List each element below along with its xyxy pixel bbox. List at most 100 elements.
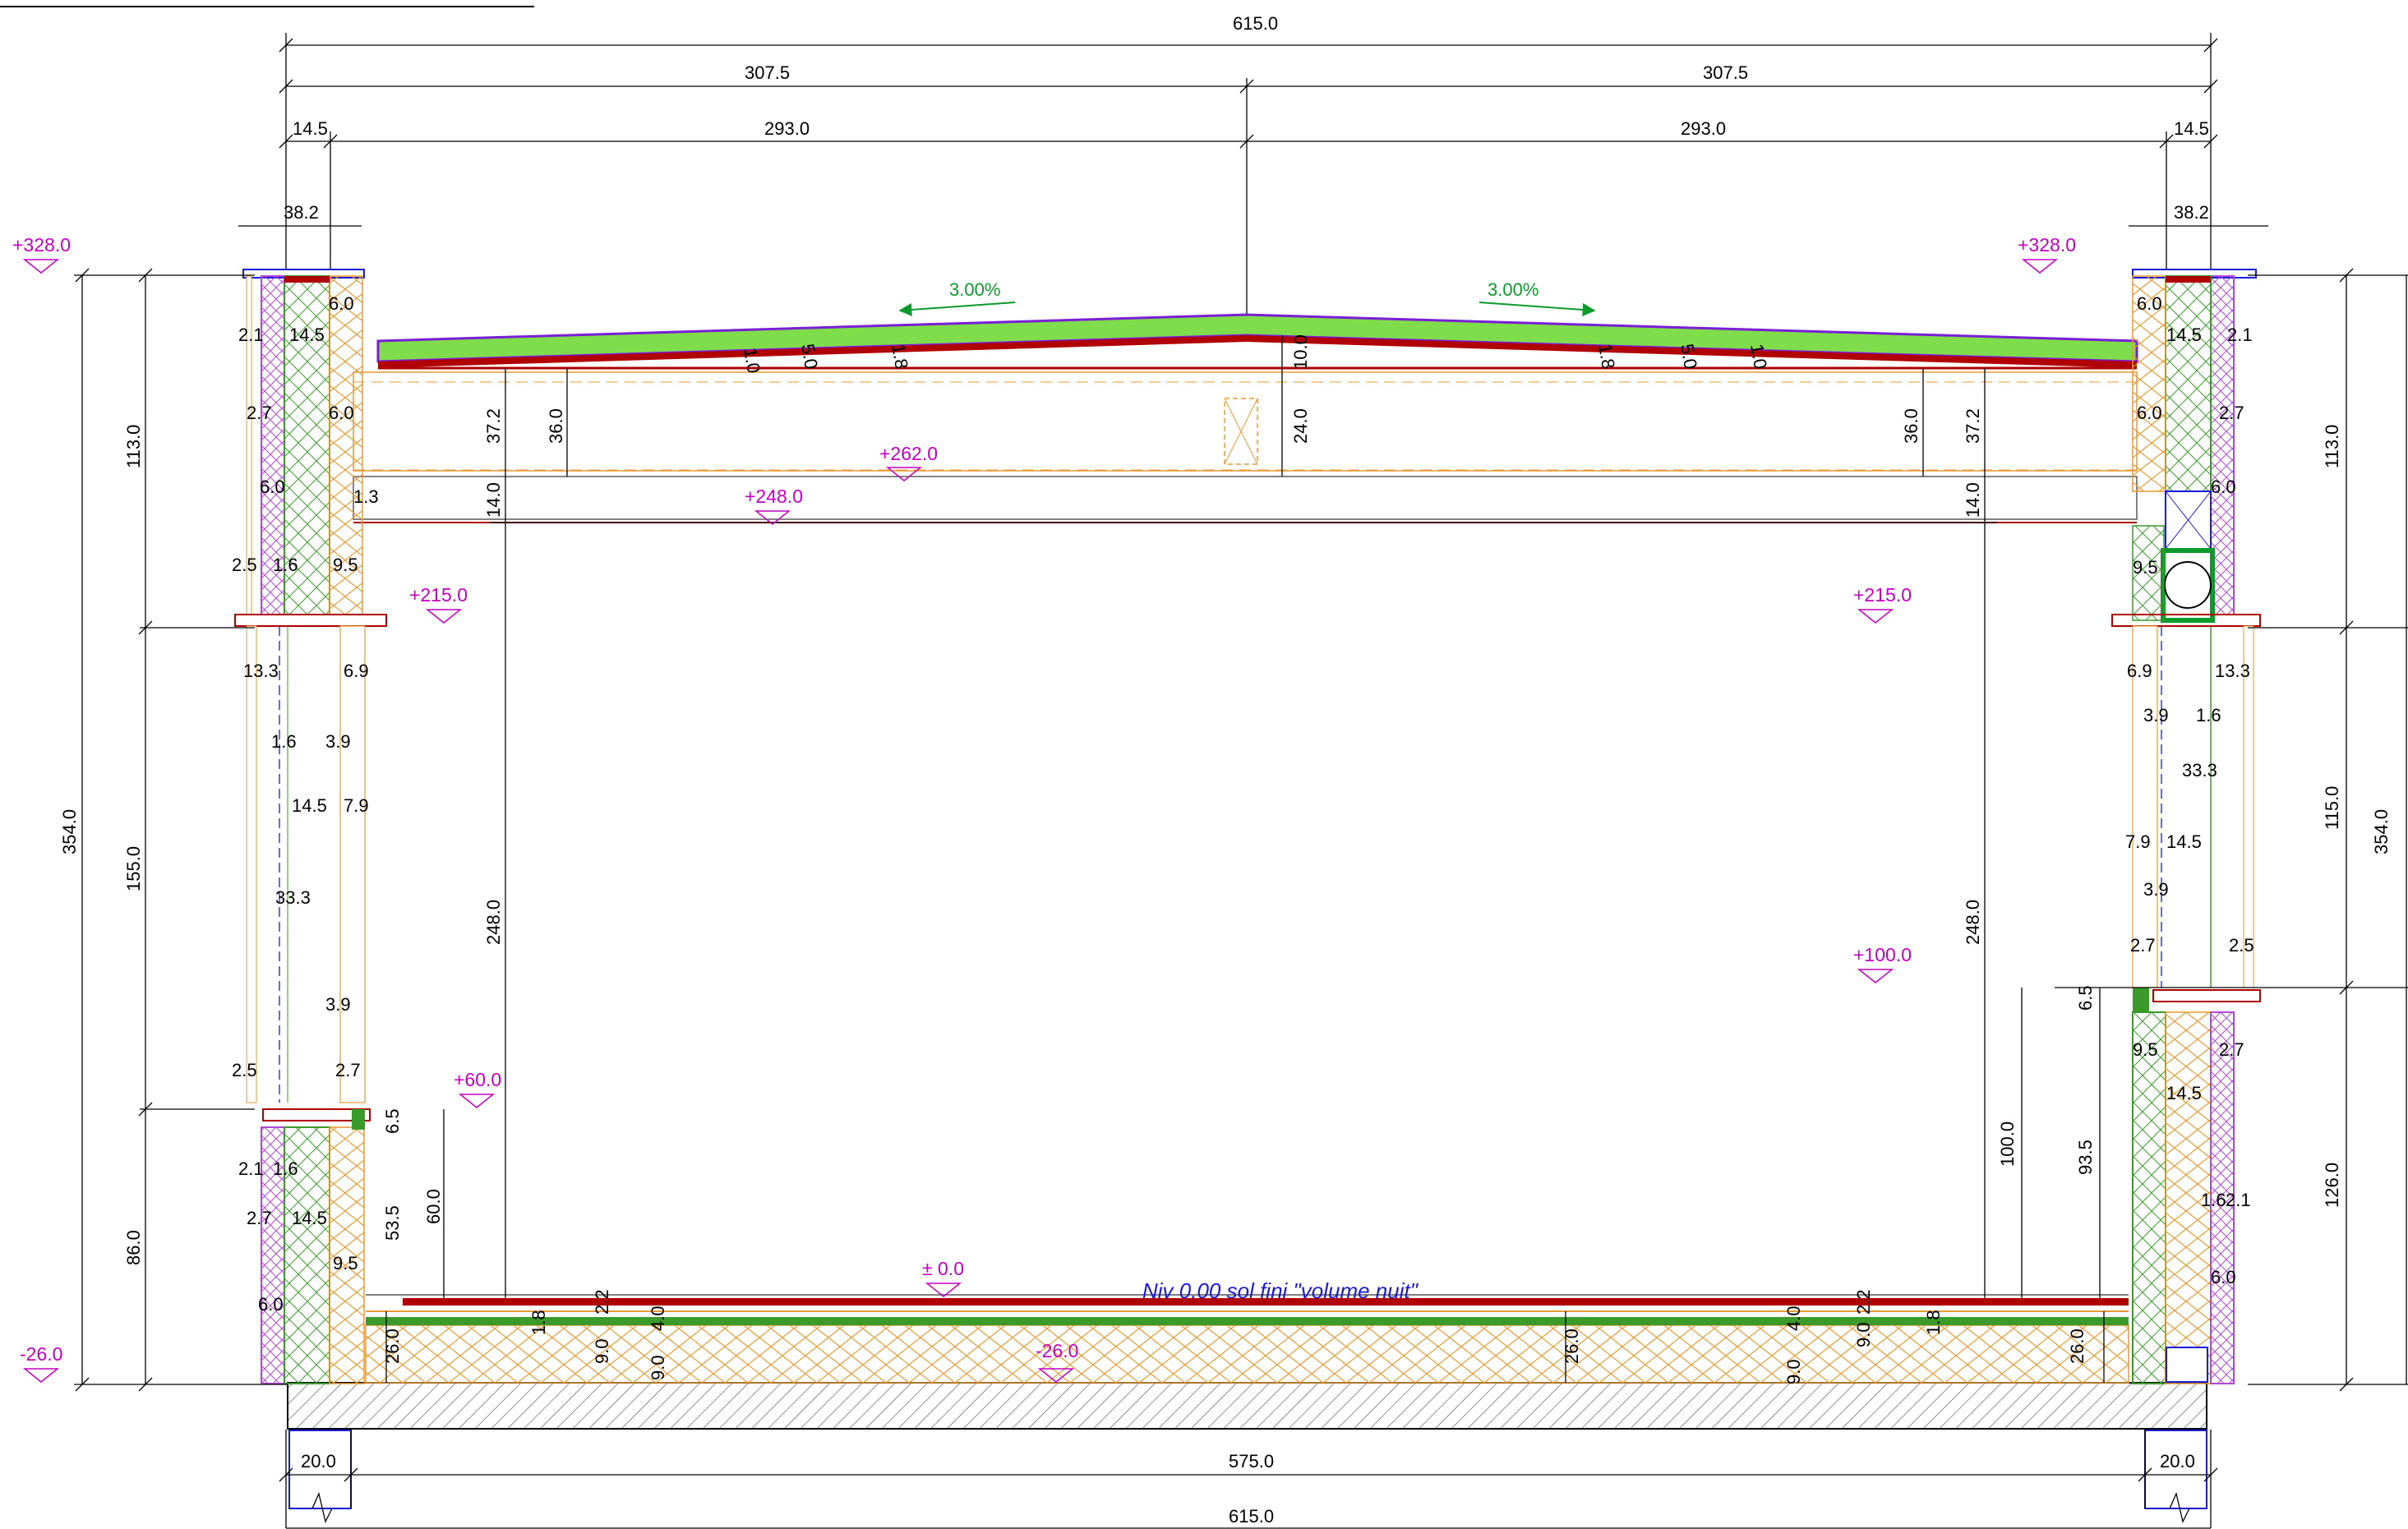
dim-layer: 14.5 <box>289 325 325 345</box>
floor-level-note: Niv 0.00 sol fini "volume nuit" <box>1142 1278 1419 1303</box>
dim-right-total-height: 354.0 <box>2371 809 2392 854</box>
dim-room-height-right: 248.0 <box>1963 900 1983 945</box>
roof-slope-left: 3.00% <box>949 279 1000 300</box>
dim-top-right-edge: 14.5 <box>2174 118 2209 139</box>
dim-layer: 2.7 <box>2219 403 2244 423</box>
dim-roof-beam-right: 37.2 <box>1963 408 1983 444</box>
dim-layer: 9.5 <box>2133 557 2158 578</box>
dim-layer: 14.5 <box>292 795 327 816</box>
dim-layer: 9.0 <box>1853 1322 1874 1347</box>
dim-bottom-total: 615.0 <box>1229 1506 1274 1527</box>
left-vertical-dims <box>74 268 288 1392</box>
foundation-slab <box>287 1382 2207 1509</box>
dim-bottom-inner: 575.0 <box>1229 1451 1274 1471</box>
dim-right-upper: 113.0 <box>2322 425 2342 468</box>
dim-layer: 9.0 <box>648 1355 668 1380</box>
level-roof-mid: +262.0 <box>879 443 938 464</box>
dim-layer: 9.0 <box>1783 1359 1804 1384</box>
roof-slope-right: 3.00% <box>1488 279 1538 300</box>
dim-layer: 1.0 <box>740 347 764 375</box>
dim-layer: 13.3 <box>243 661 279 681</box>
dim-layer: 2.2 <box>592 1289 612 1315</box>
dim-right-lower: 126.0 <box>2322 1163 2342 1208</box>
dim-layer: 2.7 <box>335 1060 361 1080</box>
dim-layer: 1.6 <box>273 1158 298 1179</box>
interior-dims <box>385 335 2105 1383</box>
dim-layer: 1.8 <box>528 1310 549 1335</box>
dim-layer: 13.3 <box>2215 661 2250 681</box>
dim-layer: 7.9 <box>344 795 369 816</box>
dim-layer: 6.9 <box>344 661 369 681</box>
right-wall <box>2111 269 2261 1384</box>
dim-sill-right-2: 93.5 <box>2075 1140 2096 1175</box>
dim-layer: 6.0 <box>2211 477 2236 497</box>
dim-layer: 1.8 <box>1923 1310 1944 1335</box>
dim-layer: 2.7 <box>2130 935 2156 956</box>
dim-right-middle: 115.0 <box>2322 786 2342 830</box>
dim-top-inner-left: 293.0 <box>764 118 810 139</box>
dim-layer: 6.0 <box>329 293 354 314</box>
dim-layer: 6.0 <box>2137 293 2162 314</box>
dim-layer: 2.7 <box>2219 1039 2244 1060</box>
dim-sill-left-2: 60.0 <box>423 1189 444 1224</box>
top-dimension-chains <box>279 33 2218 320</box>
dim-acrotere-right: 38.2 <box>2174 202 2209 223</box>
dim-sill-right-3: 6.5 <box>2075 985 2096 1011</box>
left-wall <box>234 269 387 1384</box>
dim-top-left-edge: 14.5 <box>293 118 328 139</box>
level-markers <box>22 259 2059 1383</box>
dim-sill-left-3: 6.5 <box>382 1108 403 1134</box>
dim-layer: 6.9 <box>2127 661 2152 681</box>
dim-acrotere-left: 38.2 <box>284 202 319 223</box>
dim-layer: 2.1 <box>238 325 264 345</box>
dim-layer: 2.5 <box>232 555 257 575</box>
dim-room-height-left: 248.0 <box>483 900 504 945</box>
dim-slab-right: 26.0 <box>2067 1329 2087 1364</box>
dim-bottom-right-footing: 20.0 <box>2160 1451 2195 1471</box>
dim-ceiling-right: 14.0 <box>1963 482 1983 518</box>
level-top-left: +328.0 <box>12 234 71 256</box>
roof-assembly <box>353 313 2138 523</box>
level-sill-left: +60.0 <box>454 1069 501 1090</box>
dim-layer: 2.1 <box>238 1158 264 1179</box>
level-ground-left: -26.0 <box>20 1343 62 1365</box>
dim-layer: 14.5 <box>292 1208 327 1228</box>
dim-layer: 6.0 <box>2211 1267 2236 1287</box>
dim-layer: 1.3 <box>353 486 379 507</box>
dim-sill-left-1: 53.5 <box>382 1205 403 1241</box>
dim-layer: 9.0 <box>592 1338 612 1364</box>
level-lintel-right: +215.0 <box>1853 584 1912 606</box>
dim-layer: 4.0 <box>1783 1306 1804 1331</box>
dim-layer: 3.9 <box>325 994 351 1015</box>
dim-layer: 2.7 <box>247 1208 272 1228</box>
dim-ceiling: 14.0 <box>483 482 504 518</box>
dim-layer: 9.5 <box>2133 1039 2158 1060</box>
dim-layer: 1.0 <box>1746 343 1771 371</box>
dim-ridge-slab: 10.0 <box>1290 334 1311 370</box>
dim-top-half-left: 307.5 <box>745 62 790 83</box>
dim-layer: 4.0 <box>648 1306 668 1331</box>
dim-slab: 26.0 <box>382 1329 403 1364</box>
dim-left-lower: 86.0 <box>123 1230 144 1265</box>
right-vertical-dims <box>2055 268 2408 1392</box>
dim-layer: 3.9 <box>2143 879 2169 900</box>
bottom-dimension-chains <box>279 1430 2218 1529</box>
dim-layer: 2.1 <box>2227 325 2253 345</box>
dim-roof-beam: 37.2 <box>483 408 504 444</box>
dim-layer: 9.5 <box>333 1253 358 1273</box>
dim-bottom-left-footing: 20.0 <box>301 1451 336 1471</box>
dim-top-inner-right: 293.0 <box>1681 118 1726 139</box>
dim-layer: 14.5 <box>2166 325 2202 345</box>
dim-layer: 6.0 <box>260 477 285 497</box>
level-top-right: +328.0 <box>2018 234 2076 256</box>
floor-buildup <box>365 1294 2129 1384</box>
level-lintel-left: +215.0 <box>409 584 468 606</box>
dim-layer: 14.5 <box>2166 831 2202 852</box>
dim-layer: 1.6 <box>271 731 297 752</box>
dim-layer: 1.8 <box>1594 343 1619 371</box>
dim-slab-mid: 26.0 <box>1562 1329 1582 1364</box>
dim-left-upper: 113.0 <box>123 425 144 468</box>
dim-layer: 3.9 <box>325 731 351 752</box>
dim-layer: 9.5 <box>333 555 358 575</box>
